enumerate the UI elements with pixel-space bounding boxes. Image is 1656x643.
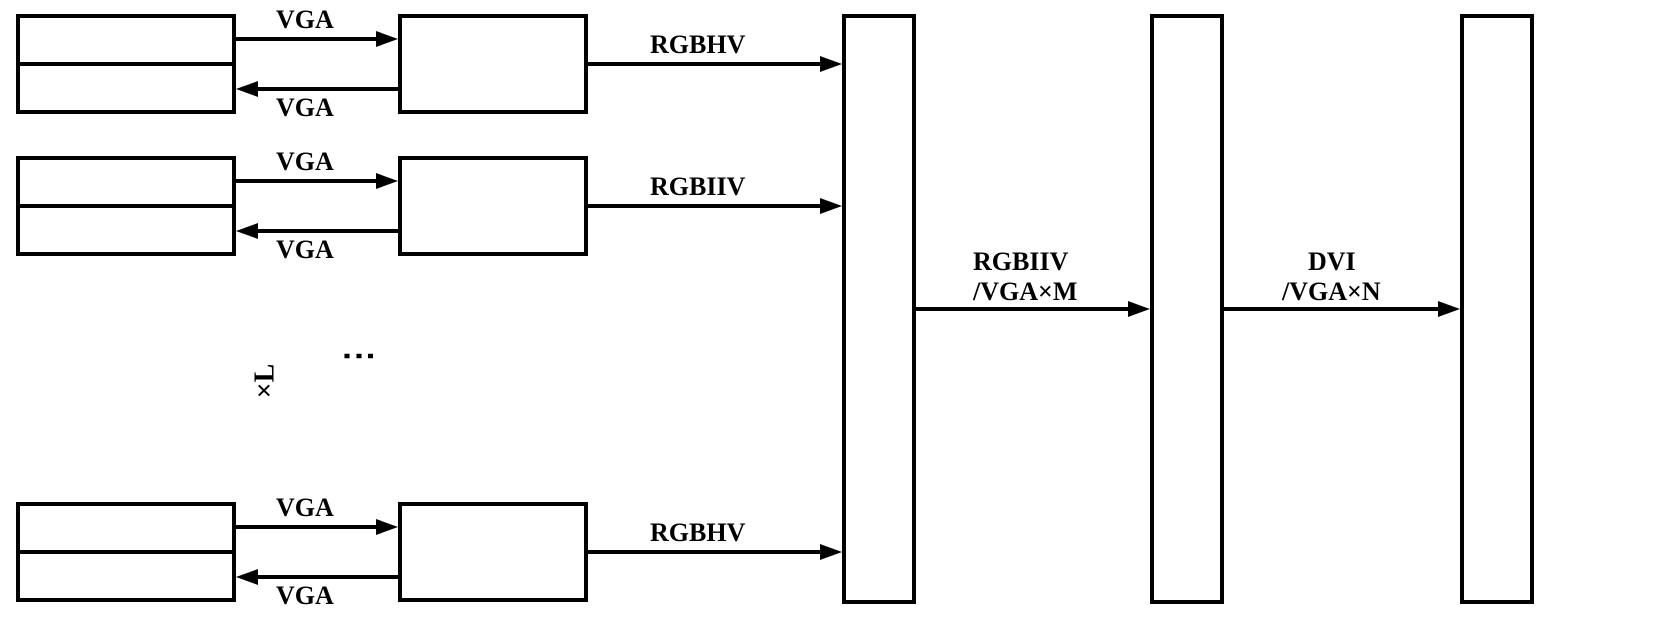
- label-vga-in-0: VGA: [276, 93, 334, 123]
- label-de-line1: DVI: [1308, 247, 1356, 277]
- signal-flow-diagram: VGA VGA RGBHV VGA VGA RGBIIV VGA VGA RGBHV ⋮ ×L RGB…: [0, 0, 1656, 643]
- label-rgbhv-2: RGBHV: [650, 518, 745, 548]
- label-vga-in-2: VGA: [276, 581, 334, 611]
- source-box-divider-0: [16, 62, 236, 66]
- label-vga-out-2: VGA: [276, 493, 334, 523]
- converter-box-1: [398, 156, 588, 256]
- tall-box-d: [1150, 14, 1224, 604]
- label-rgbhv-1: RGBIIV: [650, 172, 745, 202]
- count-label-xL: ×L: [249, 364, 281, 399]
- tall-box-e: [1460, 14, 1534, 604]
- converter-box-2: [398, 502, 588, 602]
- tall-box-c: [842, 14, 916, 604]
- label-vga-out-1: VGA: [276, 147, 334, 177]
- source-box-divider-1: [16, 204, 236, 208]
- source-box-divider-2: [16, 550, 236, 554]
- label-vga-out-0: VGA: [276, 5, 334, 35]
- label-de-line2: /VGA×N: [1282, 277, 1381, 307]
- label-cd-line1: RGBIIV: [973, 247, 1068, 277]
- ellipsis-vertical: ⋮: [338, 339, 378, 377]
- label-cd-line2: /VGA×M: [973, 277, 1077, 307]
- converter-box-0: [398, 14, 588, 114]
- label-rgbhv-0: RGBHV: [650, 30, 745, 60]
- label-vga-in-1: VGA: [276, 235, 334, 265]
